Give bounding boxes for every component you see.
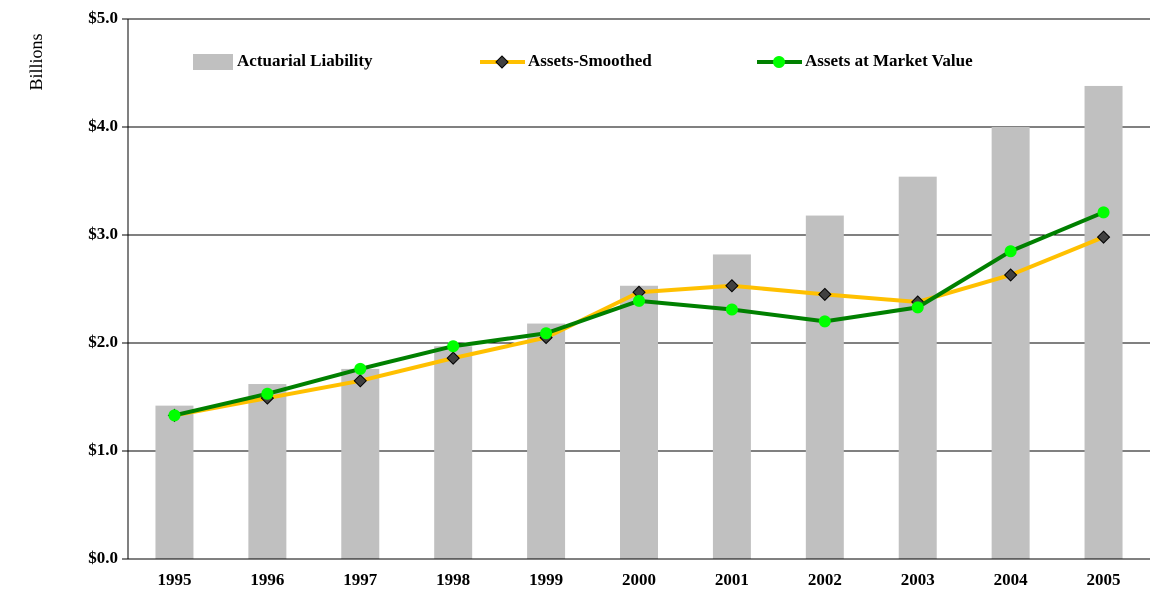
y-tick-label: $0.0: [88, 548, 118, 567]
bar: [1084, 85, 1123, 560]
bar: [805, 215, 844, 559]
y-tick-label: $2.0: [88, 332, 118, 351]
marker: [911, 301, 924, 314]
marker: [818, 287, 832, 302]
marker: [1097, 206, 1110, 219]
marker: [1003, 268, 1018, 282]
x-tick-label: 1998: [436, 570, 470, 589]
marker: [1004, 245, 1017, 258]
bar: [248, 384, 287, 559]
marker: [354, 362, 367, 375]
x-tick-label: 2001: [715, 570, 749, 589]
bar: [620, 285, 658, 559]
x-tick-label: 2003: [901, 570, 935, 589]
x-tick-label: 2005: [1087, 570, 1121, 589]
marker: [168, 409, 181, 422]
bar: [527, 323, 566, 559]
x-tick-label: 2002: [808, 570, 842, 589]
bar: [341, 368, 380, 559]
y-tick-label: $5.0: [88, 8, 118, 27]
legend-label: Assets-Smoothed: [528, 51, 652, 70]
legend-label: Actuarial Liability: [237, 51, 373, 70]
legend-label: Assets at Market Value: [805, 51, 973, 70]
x-tick-label: 1997: [343, 570, 378, 589]
legend-marker: [773, 56, 785, 68]
marker: [353, 374, 367, 388]
x-tick-label: 1996: [250, 570, 284, 589]
x-tick-label: 1995: [157, 570, 191, 589]
x-tick-label: 2004: [994, 570, 1029, 589]
bar: [898, 176, 937, 559]
marker: [725, 279, 739, 293]
y-tick-label: $1.0: [88, 440, 118, 459]
y-tick-label: $3.0: [88, 224, 118, 243]
marker: [725, 303, 738, 316]
legend-swatch: [193, 54, 233, 70]
marker: [447, 340, 460, 353]
marker: [818, 315, 831, 328]
bar: [712, 254, 751, 559]
bar: [155, 405, 194, 559]
marker: [261, 387, 274, 400]
y-axis-label: Billions: [26, 33, 46, 90]
bar: [434, 346, 473, 559]
marker: [446, 351, 460, 365]
x-tick-label: 1999: [529, 570, 563, 589]
y-tick-label: $4.0: [88, 116, 118, 135]
marker: [1096, 230, 1111, 244]
x-tick-label: 2000: [622, 570, 656, 589]
legend-marker: [495, 55, 509, 69]
marker: [633, 294, 645, 307]
bar: [991, 127, 1030, 559]
marker: [540, 327, 553, 340]
